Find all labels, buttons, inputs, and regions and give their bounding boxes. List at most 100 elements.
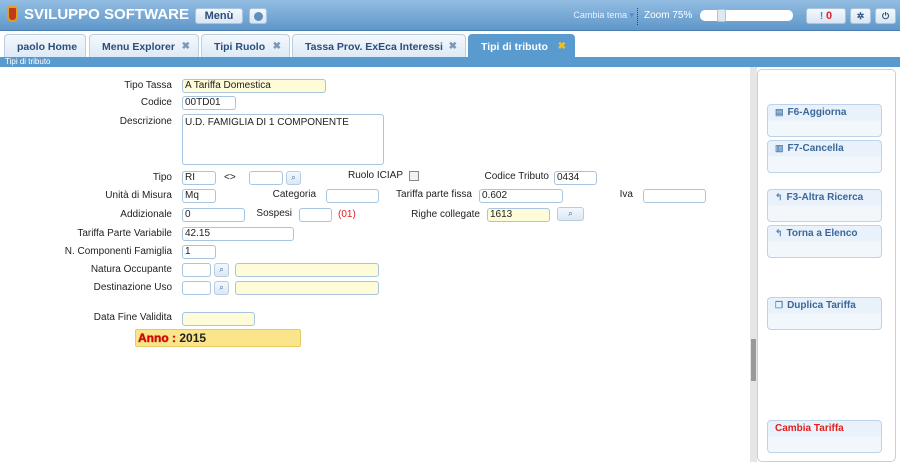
- close-icon[interactable]: ✖: [272, 41, 281, 52]
- button-label: Duplica Tariffa: [787, 300, 856, 311]
- natura-occupante-field[interactable]: [182, 263, 211, 277]
- n-componenti-label: N. Componenti Famiglia: [64, 246, 172, 257]
- data-fine-label: Data Fine Validita: [93, 312, 172, 323]
- close-icon[interactable]: ✖: [181, 41, 190, 52]
- tab-menu-explorer[interactable]: Menu Explorer ✖: [89, 34, 199, 59]
- divider: [637, 8, 638, 25]
- app-header: SVILUPPO SOFTWARE Menù Cambia tema ▾ Zoo…: [0, 0, 900, 30]
- settings-button[interactable]: ✲: [850, 8, 871, 24]
- tab-tassa-prov[interactable]: Tassa Prov. ExEca Interessi ✖: [292, 34, 466, 59]
- tipo-field[interactable]: RI: [182, 171, 216, 185]
- n-componenti-field[interactable]: 1: [182, 245, 216, 259]
- power-icon: ⏻: [881, 11, 890, 21]
- tariffa-fissa-field[interactable]: 0.602: [479, 189, 563, 203]
- destinazione-search-button[interactable]: ⌕: [214, 281, 229, 295]
- sospesi-code: (01): [338, 209, 356, 220]
- tab-bar: paolo Home Menu Explorer ✖ Tipi Ruolo ✖ Ta…: [0, 30, 900, 59]
- codice-label: Codice: [140, 97, 172, 108]
- tab-label: Tipi di tributo: [481, 41, 548, 53]
- undo-icon: ↰: [775, 192, 783, 202]
- zoom-slider-handle[interactable]: [717, 9, 726, 22]
- natura-occupante-desc[interactable]: [235, 263, 379, 277]
- addizionale-field[interactable]: 0: [182, 208, 245, 222]
- search-icon: ⌕: [219, 265, 224, 274]
- save-icon: ▤: [775, 107, 784, 117]
- search-icon: ⌕: [219, 283, 224, 292]
- natura-occupante-label: Natura Occupante: [90, 264, 172, 275]
- categoria-label: Categoria: [272, 189, 316, 200]
- cancella-button[interactable]: ▥ F7-Cancella: [767, 140, 882, 173]
- unita-misura-field[interactable]: Mq: [182, 189, 216, 203]
- tipo-separator: <>: [224, 172, 236, 183]
- descrizione-label: Descrizione: [119, 116, 172, 127]
- altra-ricerca-button[interactable]: ↰ F3-Altra Ricerca: [767, 189, 882, 222]
- righe-collegate-label: Righe collegate: [411, 209, 480, 220]
- tipo-search-button[interactable]: ⌕: [286, 171, 301, 185]
- anno-value: 2015: [179, 331, 207, 345]
- righe-collegate-field[interactable]: 1613: [487, 208, 550, 222]
- tipo-field-2[interactable]: [249, 171, 283, 185]
- codice-tributo-label: Codice Tributo: [484, 171, 549, 182]
- logo-icon: [7, 6, 18, 22]
- aggiorna-button[interactable]: ▤ F6-Aggiorna: [767, 104, 882, 137]
- duplica-tariffa-button[interactable]: ❐ Duplica Tariffa: [767, 297, 882, 330]
- button-label: Torna a Elenco: [786, 228, 858, 239]
- codice-tributo-field[interactable]: 0434: [554, 171, 597, 185]
- close-icon[interactable]: ✖: [557, 41, 566, 52]
- descrizione-textarea[interactable]: U.D. FAMIGLIA DI 1 COMPONENTE: [182, 114, 384, 165]
- tab-tipi-ruolo[interactable]: Tipi Ruolo ✖: [201, 34, 290, 59]
- scrollbar-thumb[interactable]: [751, 339, 756, 381]
- iva-field[interactable]: [643, 189, 706, 203]
- menu-dropdown-button[interactable]: [249, 8, 267, 24]
- exclamation-icon: !: [819, 11, 824, 22]
- undo-icon: ↰: [775, 228, 783, 238]
- data-fine-field[interactable]: [182, 312, 255, 326]
- breadcrumb: Tipi di tributo: [0, 57, 900, 67]
- sospesi-label: Sospesi: [256, 208, 292, 219]
- theme-selector[interactable]: Cambia tema ▾: [573, 10, 634, 21]
- search-icon: ⌕: [291, 173, 296, 182]
- tipo-label: Tipo: [152, 172, 172, 183]
- tipo-tassa-label: Tipo Tassa: [124, 80, 172, 91]
- search-icon: ⌕: [568, 209, 573, 218]
- addizionale-label: Addizionale: [120, 209, 172, 220]
- natura-search-button[interactable]: ⌕: [214, 263, 229, 277]
- button-label: F3-Altra Ricerca: [786, 192, 864, 203]
- zoom-label: Zoom 75%: [644, 10, 693, 21]
- righe-search-button[interactable]: ⌕: [557, 207, 584, 221]
- categoria-field[interactable]: [326, 189, 379, 203]
- sospesi-field[interactable]: [299, 208, 332, 222]
- cambia-tariffa-button[interactable]: Cambia Tariffa: [767, 420, 882, 453]
- copy-icon: ❐: [775, 300, 784, 310]
- destinazione-uso-label: Destinazione Uso: [93, 282, 172, 293]
- tab-tipi-di-tributo[interactable]: Tipi di tributo ✖: [468, 34, 575, 59]
- zoom-slider[interactable]: [700, 9, 793, 22]
- button-label: F7-Cancella: [787, 143, 844, 154]
- scrollbar[interactable]: [750, 67, 757, 462]
- tab-label: paolo Home: [17, 41, 78, 53]
- button-label: F6-Aggiorna: [787, 107, 847, 118]
- iva-label: Iva: [619, 189, 633, 200]
- tab-paolo-home[interactable]: paolo Home: [4, 34, 86, 59]
- app-title: SVILUPPO SOFTWARE: [24, 6, 190, 23]
- tab-label: Menu Explorer: [102, 41, 175, 53]
- destinazione-uso-desc[interactable]: [235, 281, 379, 295]
- gear-icon: ✲: [856, 11, 865, 21]
- tariffa-variabile-field[interactable]: 42.15: [182, 227, 294, 241]
- codice-field[interactable]: 00TD01: [182, 96, 236, 110]
- menu-button[interactable]: Menù: [195, 8, 243, 24]
- destinazione-uso-field[interactable]: [182, 281, 211, 295]
- tariffa-variabile-label: Tariffa Parte Variabile: [77, 228, 172, 239]
- logout-button[interactable]: ⏻: [875, 8, 896, 24]
- close-icon[interactable]: ✖: [448, 41, 457, 52]
- unita-misura-label: Unità di Misura: [105, 190, 172, 201]
- tipo-tassa-field[interactable]: A Tariffa Domestica: [182, 79, 326, 93]
- ruolo-iciap-checkbox[interactable]: [409, 171, 419, 181]
- button-label: Cambia Tariffa: [775, 423, 844, 434]
- alerts-button[interactable]: ! 0: [806, 8, 846, 24]
- tab-label: Tipi Ruolo: [214, 41, 266, 53]
- chevron-down-icon: [253, 12, 263, 21]
- torna-elenco-button[interactable]: ↰ Torna a Elenco: [767, 225, 882, 258]
- ruolo-iciap-label: Ruolo ICIAP: [347, 170, 403, 181]
- tab-label: Tassa Prov. ExEca Interessi: [305, 41, 443, 53]
